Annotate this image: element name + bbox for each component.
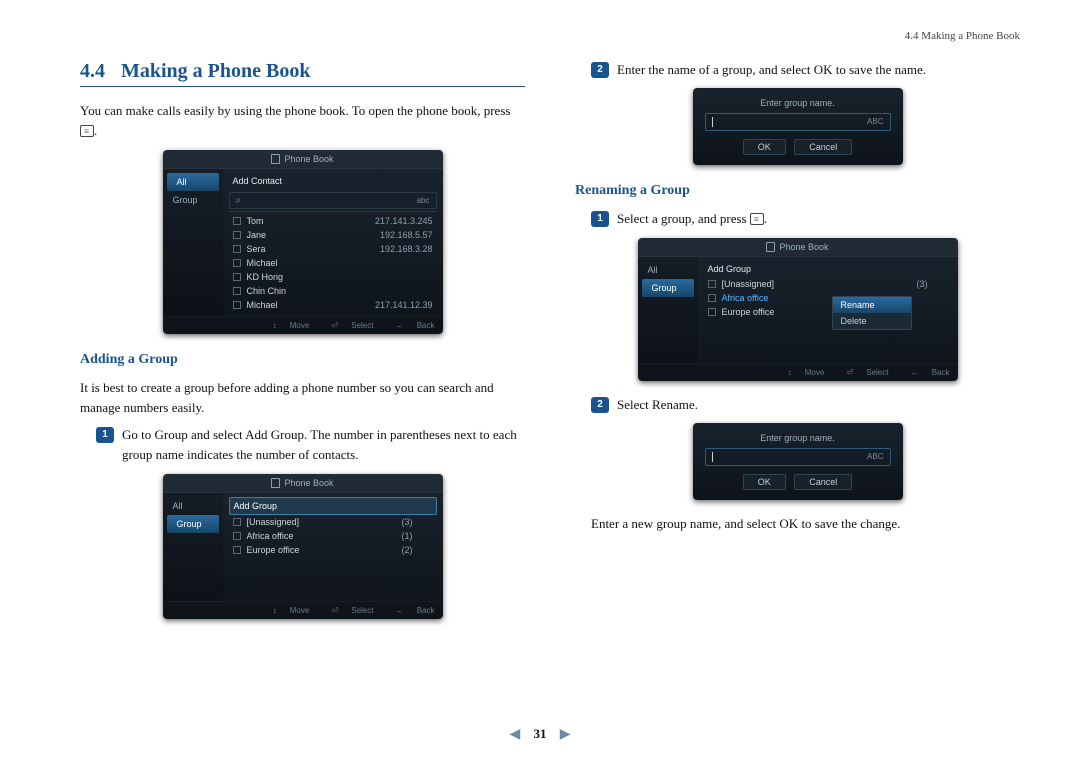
step-1-select-group: 1 Select a group, and press . [591,209,1020,229]
group-row[interactable]: Europe office [704,305,952,319]
contact-row[interactable]: Sera192.168.3.28 [229,242,437,256]
section-title: 4.4 Making a Phone Book [80,60,525,87]
screenshot-rename-group: Phone Book All Group Add Group [Unassign… [638,238,958,381]
next-page-icon[interactable]: ▶ [550,727,581,742]
group-row[interactable]: [Unassigned](3) [229,515,437,529]
ctx-rename[interactable]: Rename [833,297,911,313]
adding-group-intro: It is best to create a group before addi… [80,378,525,417]
right-column: 4.4 Making a Phone Book 2 Enter the name… [575,30,1020,633]
ok-button[interactable]: OK [743,474,786,490]
sidebar-item-all[interactable]: All [167,173,219,191]
step-badge: 1 [96,427,114,443]
screenshot-phonebook-groups: Phone Book All Group Add Group [Unassign… [163,474,443,619]
context-menu: Rename Delete [832,296,912,330]
prev-page-icon[interactable]: ◀ [499,727,530,742]
group-name-input[interactable]: ABC [705,113,891,131]
cancel-button[interactable]: Cancel [794,474,852,490]
page-footer-nav: ◀ 31 ▶ [0,726,1080,743]
section-title-text: Making a Phone Book [121,60,310,82]
intro-paragraph: You can make calls easily by using the p… [80,101,525,140]
adding-group-title: Adding a Group [80,352,525,368]
contact-row[interactable]: Jane192.168.5.57 [229,228,437,242]
enter-group-name-dialog: Enter group name. ABC OK Cancel [693,88,903,165]
checkbox-icon[interactable] [708,308,716,316]
checkbox-icon[interactable] [233,273,241,281]
checkbox-icon[interactable] [233,217,241,225]
contact-row[interactable]: Michael217.141.12.39 [229,298,437,312]
checkbox-icon[interactable] [708,280,716,288]
dialog-label: Enter group name. [705,98,891,108]
step-2-enter-name: 2 Enter the name of a group, and select … [591,60,1020,80]
checkbox-icon[interactable] [708,294,716,302]
screenshot-phonebook-contacts: Phone Book All Group Add Contact ⌕ abc T… [163,150,443,334]
ctx-delete[interactable]: Delete [833,313,911,329]
checkbox-icon[interactable] [233,231,241,239]
contact-row[interactable]: Chin Chin [229,284,437,298]
sidebar-item-all[interactable]: All [638,261,698,279]
shot-sidebar: All Group [163,169,223,316]
checkbox-icon[interactable] [233,287,241,295]
add-group[interactable]: Add Group [704,261,952,277]
rename-dialog: Enter group name. ABC OK Cancel [693,423,903,500]
checkbox-icon[interactable] [233,532,241,540]
group-name-input[interactable]: ABC [705,448,891,466]
rename-tail-text: Enter a new group name, and select OK to… [591,514,1020,534]
checkbox-icon[interactable] [233,518,241,526]
group-row[interactable]: Europe office(2) [229,543,437,557]
renaming-group-title: Renaming a Group [575,183,1020,199]
cancel-button[interactable]: Cancel [794,139,852,155]
shot-title: Phone Book [163,150,443,169]
sidebar-item-group[interactable]: Group [163,191,223,209]
group-row[interactable]: Africa office(1) [229,529,437,543]
group-row[interactable]: Africa office [704,291,952,305]
add-group[interactable]: Add Group [229,497,437,515]
shot-footer: ↕Move ⏎Select ←Back [163,316,443,334]
group-row[interactable]: [Unassigned](3) [704,277,952,291]
step-1: 1 Go to Group and select Add Group. The … [96,425,525,464]
checkbox-icon[interactable] [233,245,241,253]
checkbox-icon[interactable] [233,259,241,267]
add-contact[interactable]: Add Contact [229,173,437,189]
left-column: 4.4 Making a Phone Book You can make call… [80,30,525,633]
search-input[interactable]: ⌕ abc [229,192,437,209]
contact-row[interactable]: KD Hong [229,270,437,284]
ok-button[interactable]: OK [743,139,786,155]
sidebar-item-group[interactable]: Group [167,515,219,533]
section-number: 4.4 [80,60,105,82]
running-header: 4.4 Making a Phone Book [575,30,1020,42]
contact-row[interactable]: Tom217.141.3.245 [229,214,437,228]
checkbox-icon[interactable] [233,301,241,309]
step-2-select-rename: 2 Select Rename. [591,395,1020,415]
sidebar-item-all[interactable]: All [163,497,223,515]
search-icon: ⌕ [236,195,242,206]
page-number: 31 [534,726,547,741]
contact-row[interactable]: Michael [229,256,437,270]
phonebook-button-icon [80,125,94,137]
checkbox-icon[interactable] [233,546,241,554]
menu-button-icon [750,213,764,225]
file-icon [271,154,280,164]
file-icon [271,478,280,488]
sidebar-item-group[interactable]: Group [642,279,694,297]
input-mode: abc [417,196,430,205]
file-icon [766,242,775,252]
